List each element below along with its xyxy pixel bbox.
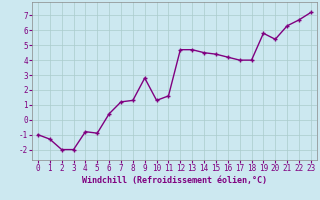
X-axis label: Windchill (Refroidissement éolien,°C): Windchill (Refroidissement éolien,°C) — [82, 176, 267, 185]
